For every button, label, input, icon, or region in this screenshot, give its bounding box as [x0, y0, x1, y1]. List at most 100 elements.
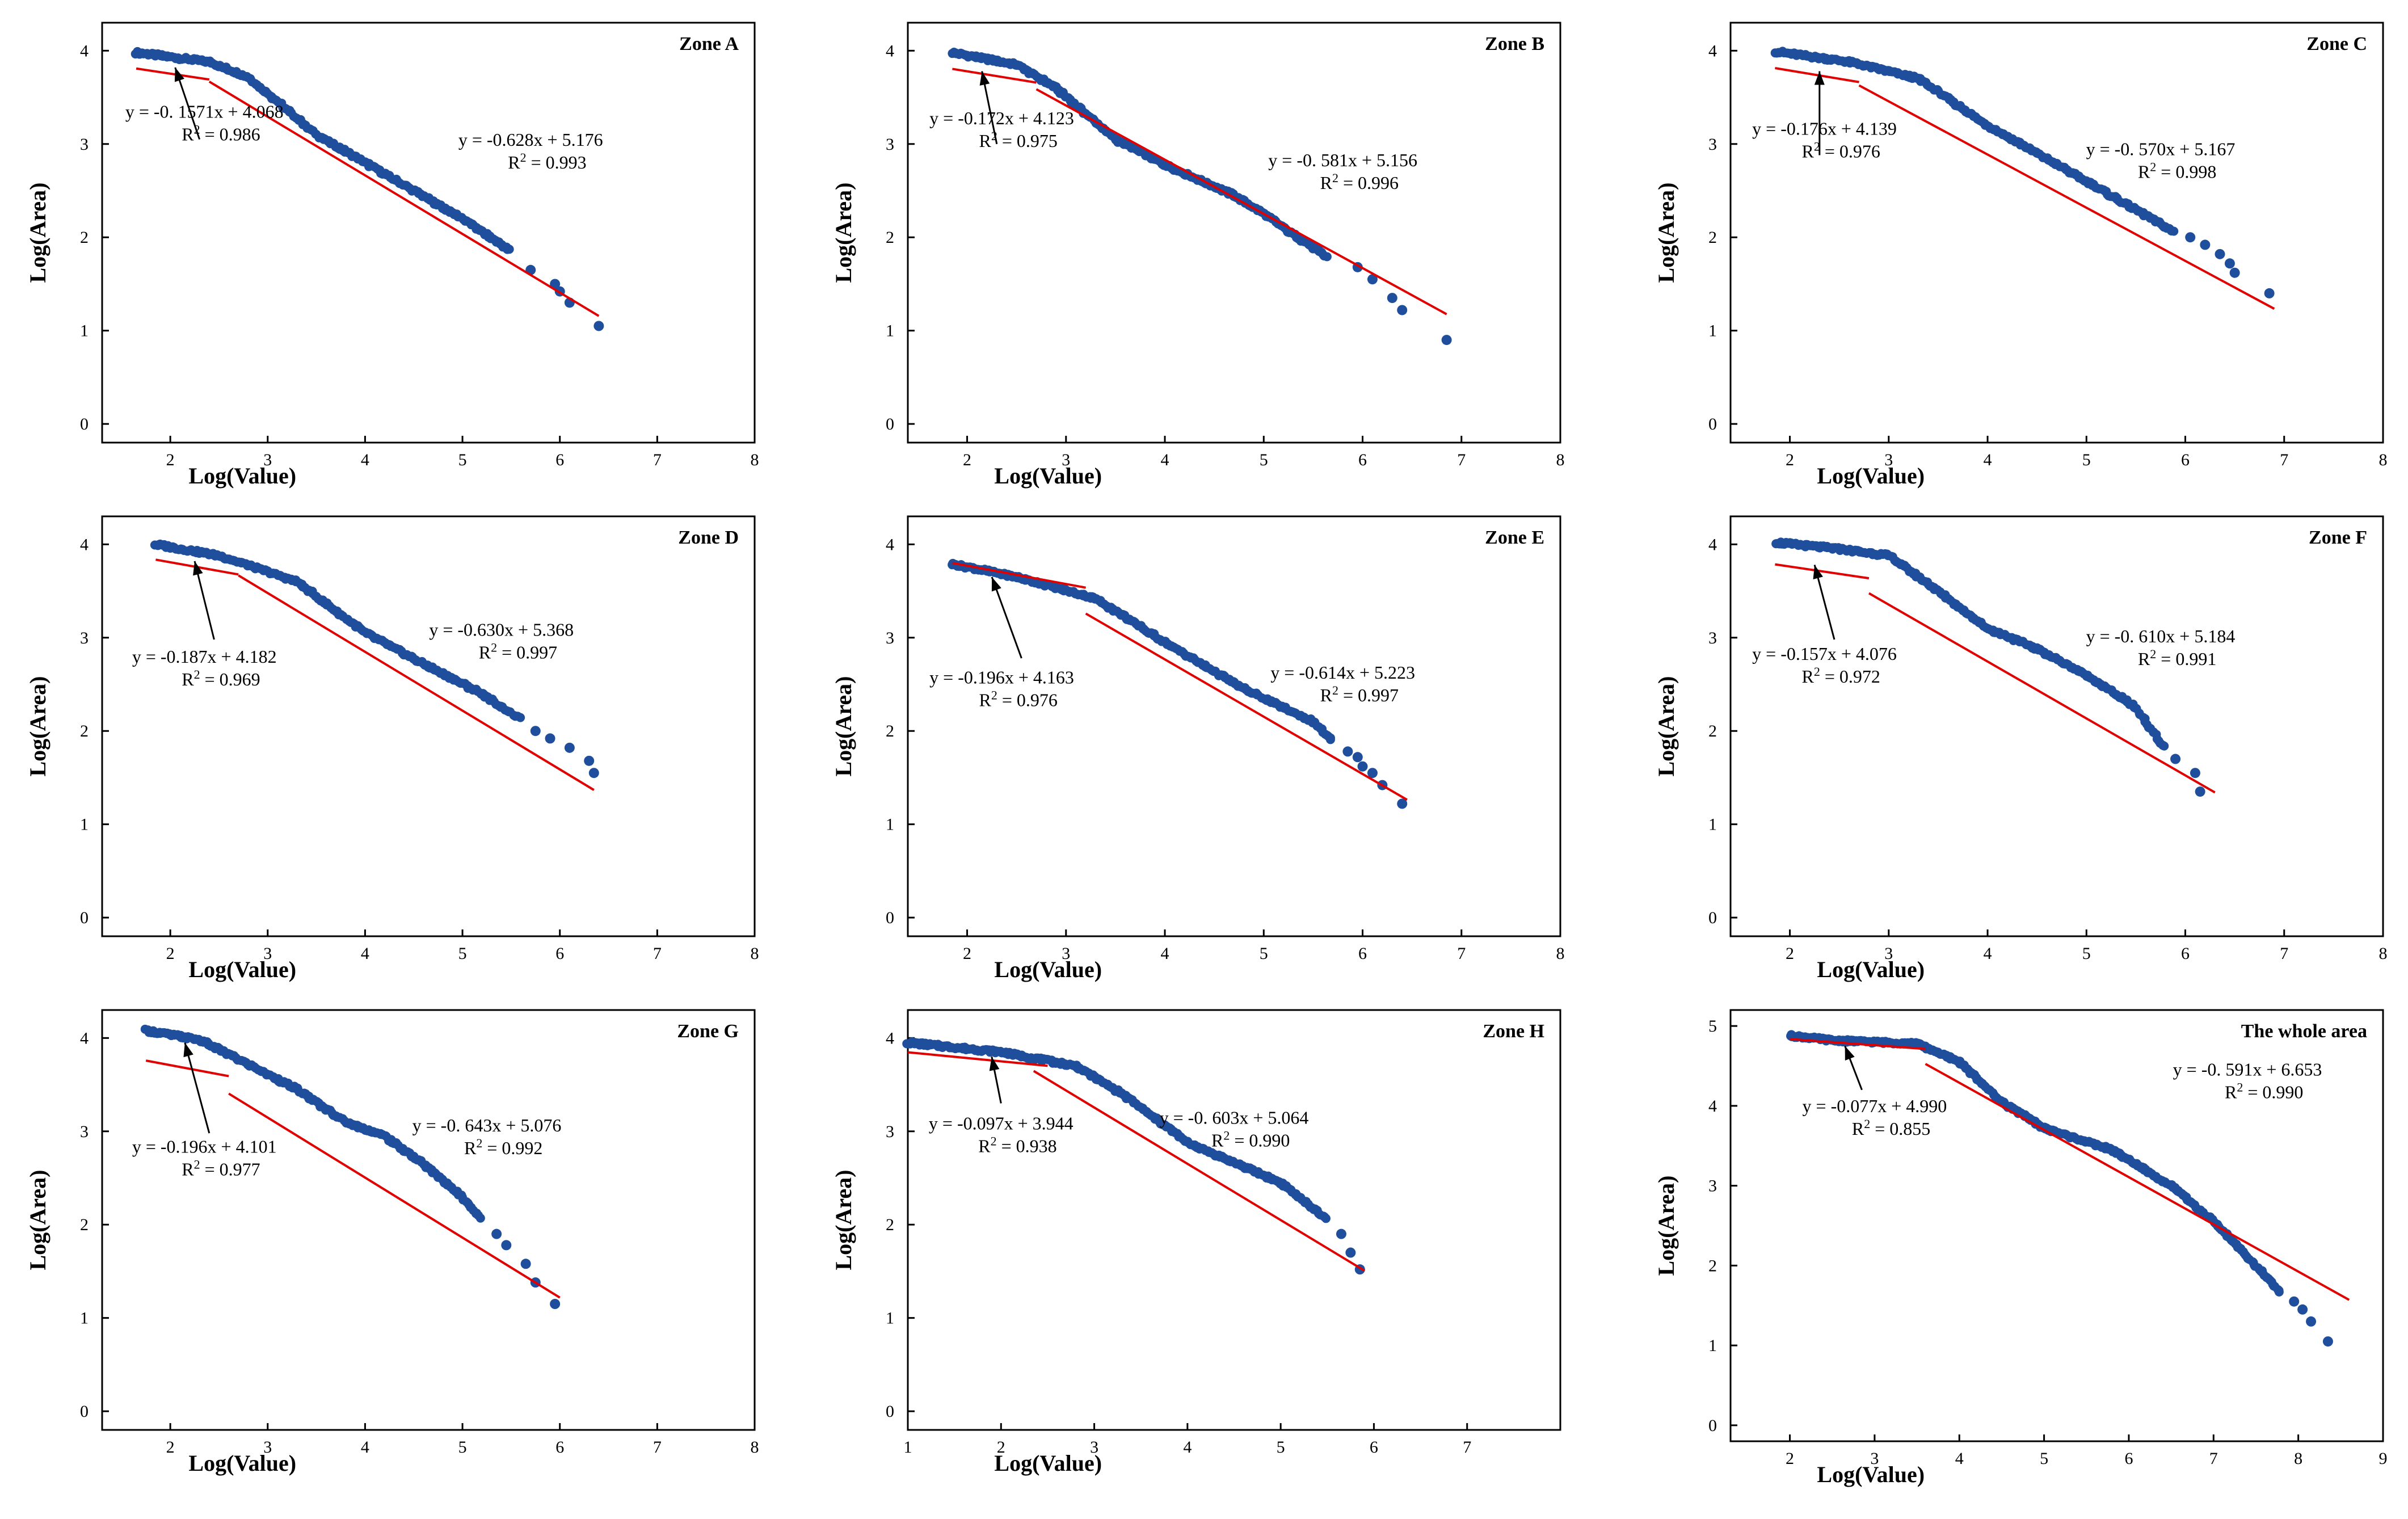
x-axis-title: Log(Value) — [994, 957, 1102, 982]
r-squared-label: R2 = 0.998 — [2138, 160, 2216, 182]
y-axis-title: Log(Area) — [831, 1170, 856, 1270]
data-point — [475, 1213, 485, 1223]
x-tick-label: 4 — [361, 944, 369, 963]
arrow-head-icon — [1845, 1046, 1855, 1061]
x-tick-label: 6 — [555, 944, 564, 963]
chart-title: Zone E — [1485, 527, 1544, 548]
x-tick-label: 5 — [2082, 451, 2091, 469]
y-tick-label: 2 — [886, 722, 894, 740]
x-tick-label: 5 — [2082, 944, 2091, 963]
y-tick-label: 0 — [1708, 415, 1717, 434]
x-tick-label: 1 — [904, 1438, 912, 1457]
plot-frame — [1729, 515, 2384, 937]
regression-line-2 — [1085, 612, 1408, 801]
y-tick-label: 0 — [80, 1402, 89, 1421]
regression-line-2 — [1868, 592, 2216, 794]
regression-line-2 — [238, 574, 595, 791]
r-squared-label: R2 = 0.996 — [1320, 171, 1399, 193]
arrow-head-icon — [989, 1057, 1000, 1071]
x-tick-label: 3 — [1062, 451, 1070, 469]
x-axis-title: Log(Value) — [188, 957, 296, 982]
x-tick-label: 6 — [1358, 451, 1367, 469]
fit-equation: y = -0. 603x + 5.064 — [1160, 1108, 1309, 1128]
r-squared-value: 0.938 — [1016, 1135, 1057, 1156]
arrow-head-icon — [174, 67, 184, 82]
data-point — [1321, 1214, 1331, 1223]
y-tick-label: 1 — [1708, 1336, 1717, 1355]
x-tick-label: 3 — [263, 451, 272, 469]
outlier-point — [2229, 267, 2240, 278]
x-tick-label: 3 — [1090, 1438, 1098, 1457]
y-tick-label: 0 — [80, 415, 89, 434]
y-tick-label: 2 — [80, 722, 89, 740]
x-tick-label: 7 — [653, 944, 662, 963]
y-tick-label: 4 — [886, 1029, 894, 1047]
outlier-point — [1345, 1247, 1356, 1258]
fit-equation: y = -0.097x + 3.944 — [929, 1113, 1074, 1133]
fit-equation: y = -0. 643x + 5.076 — [412, 1115, 562, 1135]
arrow-head-icon — [183, 1042, 193, 1058]
x-tick-label: 7 — [1457, 451, 1466, 469]
outlier-point — [1367, 768, 1378, 779]
y-axis-title: Log(Area) — [1653, 183, 1679, 283]
data-point — [516, 713, 525, 722]
y-tick-label: 3 — [1708, 629, 1717, 647]
x-tick-label: 8 — [751, 944, 759, 963]
outlier-point — [2185, 232, 2196, 243]
outlier-point — [2224, 258, 2235, 269]
regression-line-1 — [1775, 67, 1859, 83]
r-squared-label: R2 = 0.977 — [182, 1158, 260, 1180]
y-tick-label: 2 — [1708, 722, 1717, 740]
y-axis-title: Log(Area) — [831, 183, 856, 283]
data-point — [504, 245, 514, 254]
chart-title: Zone A — [679, 33, 739, 54]
y-tick-label: 3 — [886, 629, 894, 647]
y-axis-title: Log(Area) — [25, 1170, 50, 1270]
plot-frame — [101, 515, 756, 937]
fit-equation: y = -0. 570x + 5.167 — [2086, 139, 2236, 159]
x-tick-label: 7 — [653, 1438, 662, 1457]
r-squared-value: 0.976 — [1017, 689, 1058, 710]
r-squared-value: 0.992 — [502, 1138, 542, 1158]
chart-title: Zone G — [677, 1021, 739, 1042]
r-squared-label: R2 = 0.855 — [1852, 1117, 1930, 1139]
plot-frame — [907, 22, 1561, 444]
y-tick-label: 1 — [1708, 322, 1717, 340]
y-tick-label: 4 — [80, 535, 89, 554]
x-tick-label: 6 — [1358, 944, 1367, 963]
plot-frame — [1729, 1009, 2384, 1442]
x-tick-label: 7 — [2280, 451, 2288, 469]
y-tick-label: 1 — [886, 815, 894, 834]
x-tick-label: 4 — [1161, 451, 1169, 469]
r-squared-value: 0.986 — [220, 124, 260, 145]
x-tick-label: 4 — [1161, 944, 1169, 963]
x-tick-label: 8 — [751, 1438, 759, 1457]
regression-line-1 — [907, 1051, 1048, 1067]
y-tick-label: 1 — [80, 815, 89, 834]
data-point — [1322, 252, 1332, 262]
y-tick-label: 2 — [886, 228, 894, 247]
outlier-point — [545, 733, 555, 744]
x-tick-label: 7 — [1463, 1438, 1471, 1457]
x-tick-label: 2 — [1786, 451, 1794, 469]
outlier-point — [588, 768, 599, 779]
y-tick-label: 4 — [80, 1029, 89, 1047]
chart-panel-2: 2 3 4 5 6 7 8 0 1 2 3 4 Log(Value) Log(Area) Zone B y =… — [831, 22, 1565, 489]
x-axis-title: Log(Value) — [1817, 463, 1925, 489]
outlier-point — [550, 279, 561, 289]
outlier-point — [1397, 798, 1408, 809]
y-tick-label: 0 — [886, 1402, 894, 1421]
data-point — [1325, 735, 1335, 744]
y-tick-label: 2 — [1708, 228, 1717, 247]
x-tick-label: 8 — [2294, 1449, 2302, 1468]
r-squared-value: 0.998 — [2175, 162, 2216, 182]
fit-equation: y = -0.077x + 4.990 — [1803, 1096, 1947, 1116]
r-squared-label: R2 = 0.972 — [1802, 664, 1880, 687]
outlier-point — [2264, 288, 2275, 298]
arrow-head-icon — [979, 71, 990, 86]
x-tick-label: 3 — [263, 1438, 272, 1457]
arrow-head-icon — [991, 577, 1001, 592]
x-tick-label: 9 — [2379, 1449, 2388, 1468]
outlier-point — [2190, 768, 2200, 779]
x-axis-title: Log(Value) — [994, 463, 1102, 489]
